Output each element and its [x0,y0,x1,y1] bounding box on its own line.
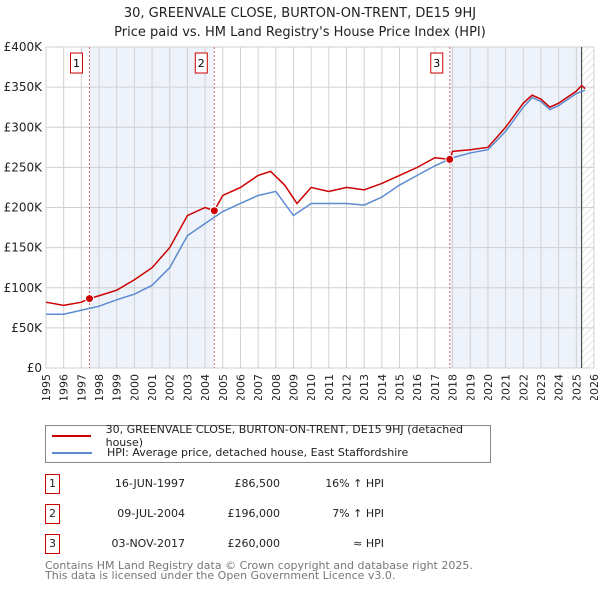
sale-point [84,294,94,304]
x-tick-label: 2015 [394,374,407,400]
sale-marker-label: 2 [198,57,205,70]
x-tick-label: 1995 [40,374,53,400]
y-tick-label: £150K [4,241,44,255]
sale-number-badge: 3 [45,534,60,554]
sale-hpi-diff: 16% ↑ HPI [325,477,384,490]
x-tick-label: 2009 [287,374,300,400]
sale-date: 16-JUN-1997 [114,477,185,490]
x-tick-label: 2026 [588,374,600,400]
footer: Contains HM Land Registry data © Crown c… [45,559,473,582]
property-price-line [45,84,586,307]
sale-row: 1 16-JUN-1997 £86,500 16% ↑ HPI [45,474,505,494]
sale-marker-label: 3 [433,57,440,70]
sale-hpi-diff: 7% ↑ HPI [332,507,384,520]
x-tick-label: 1997 [75,374,88,400]
x-tick-label: 2022 [517,374,530,400]
x-tick-label: 1998 [93,374,106,400]
x-tick-label: 1999 [111,374,124,400]
y-tick-label: £250K [4,160,44,174]
x-tick-label: 2023 [535,374,548,400]
legend-label-hpi: HPI: Average price, detached house, East… [107,446,409,459]
x-tick-label: 2013 [358,374,371,400]
sale-marker-box [194,52,208,74]
hpi-line [46,89,586,315]
sale-price: £260,000 [227,537,281,550]
x-tick-label: 2000 [128,374,141,400]
x-tick-label: 2003 [181,374,194,400]
x-tick-label: 2018 [447,374,460,400]
x-tick-label: 2025 [570,374,583,400]
x-tick-label: 2010 [305,374,318,400]
sale-point [209,206,219,216]
x-tick-label: 2012 [341,374,354,400]
footer-line-1: Contains HM Land Registry data © Crown c… [45,559,473,572]
chart-title: 30, GREENVALE CLOSE, BURTON-ON-TRENT, DE… [123,6,477,21]
x-tick-label: 2007 [252,374,265,400]
y-tick-label: £0 [27,361,42,375]
y-tick-label: £50K [11,321,43,335]
sale-marker-label: 1 [73,57,80,70]
x-tick-label: 2024 [553,374,566,400]
sale-date: 09-JUL-2004 [117,507,185,520]
legend-line-hpi [52,451,92,454]
sale-number-badge: 2 [45,504,60,524]
sale-point [445,154,455,164]
price-chart: 1995 1996 1997 1998 1999 2000 2001 2002 2003 2004… [4,40,600,400]
legend: 30, GREENVALE CLOSE, BURTON-ON-TRENT, DE… [45,422,491,463]
x-tick-label: 2006 [234,374,247,400]
sale-marker-box [69,52,83,74]
y-tick-label: £200K [4,201,44,215]
chart-subtitle: Price paid vs. HM Land Registry's House … [114,25,486,40]
footer-line-2: This data is licensed under the Open Gov… [45,569,396,582]
sale-row: 2 09-JUL-2004 £196,000 7% ↑ HPI [45,504,505,524]
x-tick-label: 1996 [58,374,71,400]
x-tick-label: 2014 [376,374,389,400]
y-tick-label: £350K [4,80,44,94]
sale-marker-box [430,52,444,74]
sale-hpi-diff: ≈ HPI [353,537,384,550]
y-tick-label: £300K [4,120,44,134]
sale-price: £86,500 [234,477,281,490]
x-tick-label: 2001 [146,374,159,400]
x-tick-label: 2016 [411,374,424,400]
x-tick-label: 2019 [464,374,477,400]
x-tick-label: 2008 [270,374,283,400]
sale-number-badge: 1 [45,474,60,494]
x-tick-label: 2020 [482,374,495,400]
legend-line-property [52,434,91,437]
x-tick-label: 2011 [323,374,336,400]
x-tick-label: 2017 [429,374,442,400]
x-tick-label: 2002 [164,374,177,400]
sale-row: 3 03-NOV-2017 £260,000 ≈ HPI [45,534,505,554]
x-tick-label: 2005 [217,374,230,400]
x-tick-label: 2004 [199,374,212,400]
sale-date: 03-NOV-2017 [111,537,185,550]
y-tick-label: £100K [4,281,44,295]
sale-price: £196,000 [227,507,281,520]
legend-label-property: 30, GREENVALE CLOSE, BURTON-ON-TRENT, DE… [105,422,464,449]
x-tick-label: 2021 [500,374,513,400]
y-tick-label: £400K [4,40,44,54]
